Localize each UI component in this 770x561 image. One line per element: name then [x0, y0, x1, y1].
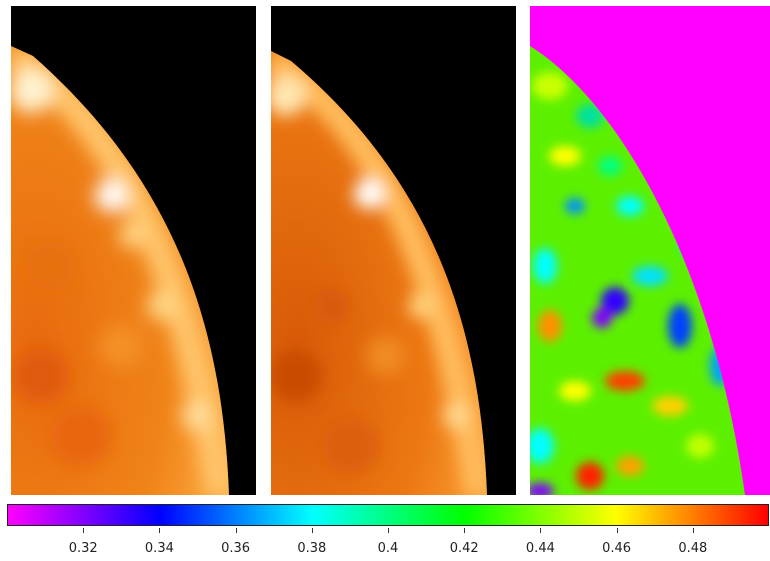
colorbar-tick-mark [616, 528, 618, 533]
intensity-image-left [11, 6, 256, 495]
ratio-map-image [530, 6, 770, 495]
colorbar-tick-mark [692, 528, 694, 533]
colorbar-axis: 0.32 0.34 0.36 0.38 0.4 0.42 0.44 0.46 0.48 [7, 528, 769, 558]
colorbar-tick-mark [540, 528, 542, 533]
colorbar-tick-mark [311, 528, 313, 533]
colorbar-tick-label: 0.38 [297, 541, 327, 556]
colorbar-tick-label: 0.36 [221, 541, 251, 556]
colorbar-tick-mark [388, 528, 389, 533]
colorbar-tick-mark [235, 528, 237, 533]
colorbar-tick-mark [83, 528, 85, 533]
colorbar [7, 504, 769, 526]
colorbar-tick-mark [464, 528, 466, 533]
colorbar-tick-label: 0.42 [449, 541, 479, 556]
colorbar-tick-label: 0.44 [525, 541, 555, 556]
colorbar-tick-label: 0.34 [144, 541, 174, 556]
intensity-image-middle [271, 6, 516, 495]
colorbar-tick-label: 0.32 [68, 541, 98, 556]
colorbar-tick-mark [159, 528, 161, 533]
colorbar-tick-label: 0.48 [678, 541, 708, 556]
colorbar-tick-label: 0.4 [377, 541, 399, 556]
colorbar-tick-label: 0.46 [602, 541, 632, 556]
